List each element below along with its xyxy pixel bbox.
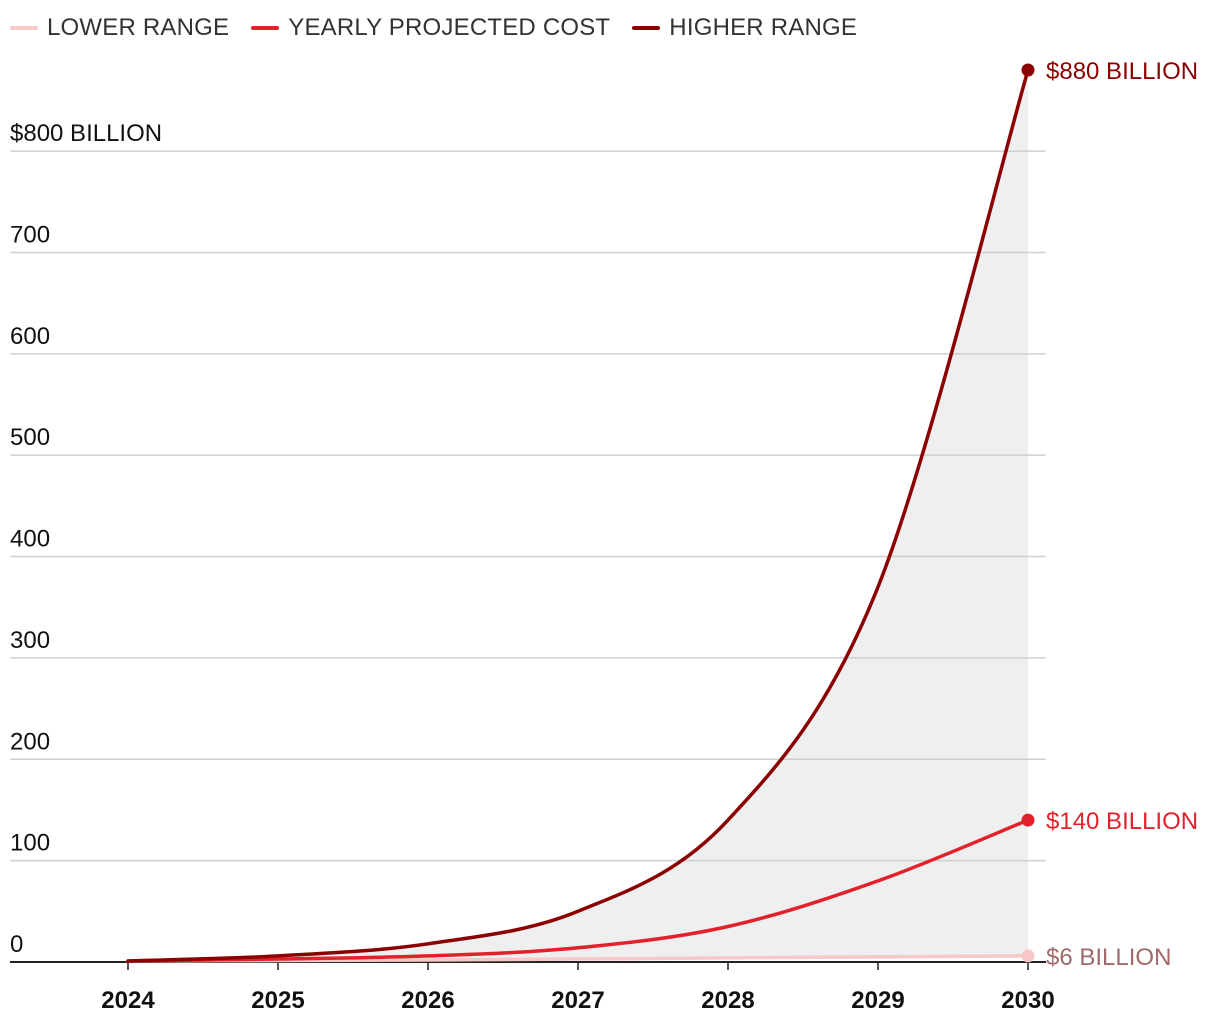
end-labels: $6 BILLION $140 BILLION $880 BILLION [1046, 58, 1198, 971]
end-label-projected-cost: $140 BILLION [1046, 808, 1198, 835]
legend-item-lower-range: LOWER RANGE [10, 14, 229, 42]
end-markers [1021, 63, 1035, 963]
y-tick-label: 100 [10, 830, 50, 857]
y-tick-label: 0 [10, 931, 23, 958]
range-band-layer [128, 70, 1028, 961]
x-tick-label: 2027 [551, 987, 604, 1014]
end-marker-projected-cost [1021, 813, 1035, 827]
legend-swatch-higher-range [632, 26, 661, 30]
x-tick-label: 2030 [1001, 987, 1054, 1014]
x-tick-label: 2029 [851, 987, 904, 1014]
series-lines [126, 68, 1030, 963]
range-band [128, 70, 1028, 961]
legend-label-higher-range: HIGHER RANGE [669, 14, 858, 41]
y-tick-label: 300 [10, 627, 50, 654]
end-label-higher-range: $880 BILLION [1046, 58, 1198, 85]
x-tick-label: 2028 [701, 987, 754, 1014]
y-tick-label: 500 [10, 424, 50, 451]
x-tick-label: 2024 [101, 987, 155, 1014]
end-marker-lower-range [1021, 949, 1035, 963]
legend-swatch-projected-cost [251, 26, 280, 30]
y-tick-label: $800 BILLION [10, 120, 162, 147]
end-marker-higher-range [1021, 63, 1035, 77]
x-tick-labels: 2024 2025 2026 2027 2028 2029 2030 [101, 962, 1055, 1014]
legend-label-lower-range: LOWER RANGE [47, 14, 230, 41]
y-tick-label: 400 [10, 526, 50, 553]
legend-item-higher-range: HIGHER RANGE [632, 14, 857, 42]
y-tick-label: 200 [10, 728, 50, 755]
x-tick-label: 2026 [401, 987, 454, 1014]
legend: LOWER RANGE YEARLY PROJECTED COST HIGHER… [10, 14, 857, 42]
series-line-higher-range [126, 68, 1030, 963]
end-label-lower-range: $6 BILLION [1046, 944, 1171, 971]
y-tick-label: 700 [10, 221, 50, 248]
series-line-projected-cost [126, 818, 1030, 963]
y-tick-labels: 0 100 200 300 400 500 600 700 $800 BILLION [10, 120, 162, 958]
legend-label-projected-cost: YEARLY PROJECTED COST [288, 14, 611, 41]
legend-item-projected-cost: YEARLY PROJECTED COST [251, 14, 610, 42]
x-tick-label: 2025 [251, 987, 304, 1014]
y-tick-label: 600 [10, 323, 50, 350]
legend-swatch-lower-range [10, 26, 38, 30]
